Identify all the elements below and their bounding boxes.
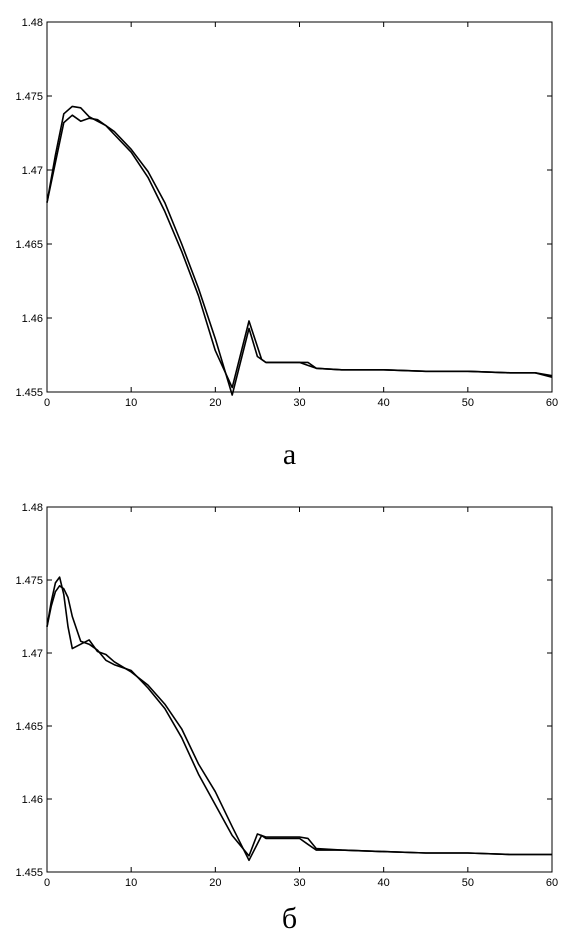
- y-tick-label: 1.465: [15, 721, 43, 733]
- y-tick-label: 1.455: [15, 867, 43, 879]
- x-tick-label: 40: [378, 397, 390, 409]
- chart-a: 0 10 20 30 40 50 60 1.455 1.46 1.465 1.47 1.475 1.48: [15, 17, 558, 409]
- chart-panel-b: 0 10 20 30 40 50 60 1.455 1.46 1.465 1.47 1.475 1.48…: [0, 485, 579, 950]
- x-tick-label: 30: [293, 877, 305, 889]
- caption-b: б: [281, 902, 298, 935]
- series-line-2: [46, 114, 553, 396]
- series-line-1: [46, 576, 552, 862]
- series-line-1: [46, 105, 553, 389]
- chart-panel-a: 0 10 20 30 40 50 60 1.455 1.46 1.465 1.47 1.475 1.48…: [15, 17, 558, 471]
- x-tick-label: 50: [462, 397, 474, 409]
- y-tick-label: 1.48: [22, 17, 43, 29]
- y-tick-label: 1.475: [15, 575, 43, 587]
- x-tick-label: 30: [293, 397, 305, 409]
- plot-frame: [46, 21, 553, 393]
- x-tick-label: 10: [125, 397, 137, 409]
- series-line-2: [46, 585, 552, 857]
- plot-frame: [46, 506, 553, 873]
- y-tick-label: 1.455: [15, 387, 43, 399]
- x-tick-label: 60: [546, 397, 558, 409]
- x-tick-label: 20: [209, 877, 221, 889]
- y-tick-label: 1.465: [15, 239, 43, 251]
- x-tick-label: 40: [378, 877, 390, 889]
- y-tick-label: 1.46: [22, 794, 43, 806]
- x-tick-label: 0: [44, 397, 50, 409]
- y-tick-label: 1.475: [15, 91, 43, 103]
- y-tick-label: 1.46: [22, 313, 43, 325]
- y-tick-label: 1.47: [22, 165, 43, 177]
- x-tick-label: 0: [44, 877, 50, 889]
- y-tick-label: 1.47: [22, 648, 43, 660]
- caption-a: а: [282, 438, 297, 471]
- x-tick-label: 50: [462, 877, 474, 889]
- chart-b: 0 10 20 30 40 50 60 1.455 1.46 1.465 1.47 1.475 1.48: [15, 502, 558, 889]
- y-tick-label: 1.48: [22, 502, 43, 514]
- x-tick-label: 10: [125, 877, 137, 889]
- x-tick-label: 20: [209, 397, 221, 409]
- x-tick-label: 60: [546, 877, 558, 889]
